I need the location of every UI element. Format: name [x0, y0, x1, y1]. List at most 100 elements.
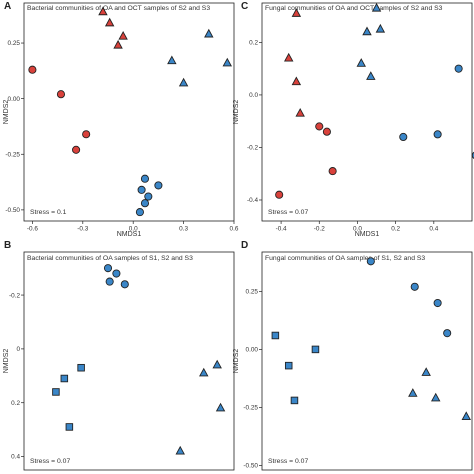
plot-frame-a	[23, 2, 235, 222]
y-tick-label: -0.4	[247, 197, 258, 204]
data-point-circle	[322, 127, 331, 136]
data-point-triangle	[421, 367, 431, 376]
data-point-triangle	[295, 107, 305, 117]
data-point-triangle	[199, 367, 209, 377]
chart-title-b: Bacterial communities of OA samples of S…	[27, 255, 193, 262]
data-point-triangle	[222, 57, 232, 67]
data-point-square	[77, 363, 85, 372]
data-point-triangle	[167, 55, 177, 65]
data-point-circle	[105, 277, 114, 286]
x-tick-label: -0.3	[77, 226, 88, 233]
x-tick-label: -0.6	[27, 226, 38, 233]
panel-letter-b: B	[4, 240, 11, 251]
panel-b: B Bacterial communities of OA samples of…	[3, 240, 235, 471]
data-point-circle	[366, 257, 375, 266]
data-point-circle	[144, 192, 153, 201]
data-point-circle	[433, 130, 442, 139]
marks-c	[275, 2, 474, 199]
data-point-triangle	[291, 76, 302, 86]
data-point-square	[290, 396, 299, 405]
panel-letter-a: A	[4, 1, 11, 12]
x-tick-label: 0.3	[179, 226, 188, 233]
data-point-circle	[135, 208, 144, 217]
data-point-triangle	[118, 31, 128, 40]
panel-letter-d: D	[241, 240, 248, 251]
data-point-triangle	[375, 23, 386, 33]
data-point-triangle	[366, 71, 376, 80]
data-point-circle	[112, 269, 121, 278]
data-point-circle	[433, 298, 442, 308]
data-point-square	[52, 388, 60, 396]
data-point-square	[284, 361, 293, 370]
data-point-circle	[315, 122, 324, 131]
data-point-triangle	[215, 402, 226, 412]
data-point-triangle	[362, 26, 372, 36]
data-point-triangle	[178, 77, 189, 87]
stress-label-c: Stress = 0.07	[268, 209, 308, 216]
x-tick-label: 0.0	[353, 226, 362, 233]
y-tick-label: 0.25	[246, 289, 259, 296]
ticks-d: 0.25 0.00 -0.25 -0.50	[243, 289, 262, 470]
data-point-circle	[28, 65, 37, 74]
data-point-circle	[454, 64, 463, 73]
data-point-circle	[399, 132, 408, 142]
plot-frame-d	[261, 251, 473, 471]
marks-a	[28, 6, 232, 217]
ticks-b: -0.2 0 0.2 0.4	[9, 292, 24, 461]
panel-a: A Bacterial communities of OA and OCT sa…	[3, 1, 239, 238]
data-point-triangle	[98, 6, 108, 16]
data-point-circle	[72, 145, 81, 154]
x-axis-label-c: NMDS1	[355, 231, 380, 238]
data-point-triangle	[113, 39, 123, 49]
data-point-triangle	[371, 2, 382, 12]
y-tick-label: 0.2	[11, 400, 20, 407]
data-point-circle	[140, 174, 150, 183]
data-point-circle	[103, 264, 113, 273]
data-point-triangle	[104, 17, 115, 27]
y-tick-label: -0.25	[243, 405, 258, 412]
data-point-triangle	[461, 411, 471, 420]
data-point-square	[65, 423, 74, 431]
marks-d	[271, 257, 471, 420]
y-tick-label: -0.50	[243, 463, 258, 470]
stress-label-a: Stress = 0.1	[30, 209, 67, 216]
x-tick-label: 0.4	[429, 226, 438, 233]
ticks-a: 0.25 0.00 -0.25 -0.50 -0.6 -0.3 0.0 0.3 0.6	[5, 40, 238, 232]
data-point-circle	[137, 185, 146, 194]
y-tick-label: -0.50	[5, 207, 20, 214]
stress-label-d: Stress = 0.07	[268, 458, 308, 465]
y-axis-label-c: NMDS2	[233, 100, 240, 125]
panel-letter-c: C	[241, 1, 248, 12]
data-point-circle	[328, 167, 337, 176]
y-tick-label: 0	[16, 346, 20, 353]
y-tick-label: -0.2	[247, 145, 258, 152]
chart-title-c: Fungal communities of OA and OCT samples…	[265, 5, 443, 12]
x-tick-label: 0.6	[230, 226, 239, 233]
chart-title-a: Bacterial communities of OA and OCT samp…	[27, 5, 210, 12]
y-axis-label-b: NMDS2	[3, 349, 10, 374]
y-tick-label: 0.0	[249, 92, 258, 99]
x-tick-label: 0.2	[391, 226, 400, 233]
chart-title-d: Fungal communities of OA samples of S1, …	[265, 255, 425, 262]
data-point-triangle	[408, 388, 418, 397]
panel-c: C Fungal communities of OA and OCT sampl…	[233, 1, 474, 238]
y-tick-label: 0.25	[8, 40, 21, 47]
data-point-triangle	[212, 359, 222, 369]
x-tick-label: 0.0	[129, 226, 138, 233]
data-point-triangle	[431, 392, 441, 402]
y-tick-label: 0.2	[249, 40, 258, 47]
y-axis-label-a: NMDS2	[3, 100, 10, 125]
y-tick-label: 0.00	[246, 347, 259, 354]
data-point-circle	[140, 199, 150, 208]
data-point-square	[271, 331, 280, 340]
x-tick-label: -0.2	[314, 226, 325, 233]
ticks-c: 0.2 0.0 -0.2 -0.4 -0.4 -0.2 0.0 0.2 0.4	[247, 40, 439, 233]
data-point-circle	[120, 280, 129, 289]
data-point-circle	[275, 190, 284, 199]
data-point-triangle	[175, 445, 185, 455]
y-tick-label: 0.4	[11, 454, 20, 461]
data-point-circle	[443, 329, 452, 338]
data-point-square	[311, 345, 320, 354]
panel-d: D Fungal communities of OA samples of S1…	[233, 240, 473, 471]
